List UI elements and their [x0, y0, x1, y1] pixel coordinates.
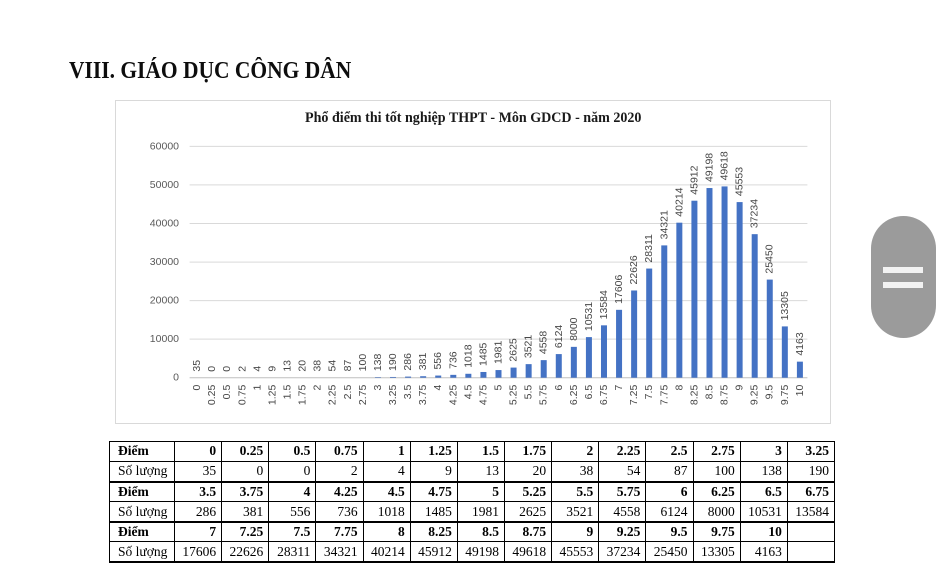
svg-text:0.75: 0.75: [236, 384, 248, 405]
svg-text:381: 381: [417, 352, 429, 370]
svg-text:0: 0: [173, 371, 179, 383]
svg-text:100: 100: [356, 353, 368, 371]
svg-text:49198: 49198: [703, 152, 715, 181]
svg-text:13305: 13305: [778, 291, 790, 320]
svg-text:5.5: 5.5: [522, 384, 534, 399]
svg-text:54: 54: [326, 359, 338, 371]
svg-text:3.5: 3.5: [402, 384, 414, 399]
svg-text:7: 7: [613, 384, 625, 390]
svg-text:8: 8: [673, 384, 685, 390]
svg-text:49618: 49618: [718, 151, 730, 180]
svg-text:6: 6: [552, 384, 564, 390]
svg-text:2.5: 2.5: [341, 384, 353, 399]
svg-text:1: 1: [251, 384, 263, 390]
svg-text:1981: 1981: [492, 340, 504, 364]
svg-text:7.5: 7.5: [643, 384, 655, 399]
svg-text:6.5: 6.5: [582, 384, 594, 399]
svg-text:0.5: 0.5: [221, 384, 233, 399]
svg-text:45553: 45553: [733, 166, 745, 195]
svg-text:3521: 3521: [522, 334, 534, 358]
svg-text:5.25: 5.25: [507, 384, 519, 405]
svg-text:8.25: 8.25: [688, 384, 700, 405]
svg-text:9.25: 9.25: [748, 384, 760, 405]
svg-text:10: 10: [793, 384, 805, 396]
svg-text:0: 0: [206, 365, 218, 371]
svg-text:4163: 4163: [793, 332, 805, 356]
svg-text:2.75: 2.75: [356, 384, 368, 405]
svg-text:4.5: 4.5: [462, 384, 474, 399]
svg-text:2: 2: [236, 365, 248, 371]
svg-text:13584: 13584: [597, 289, 609, 318]
svg-text:8.5: 8.5: [703, 384, 715, 399]
svg-text:50000: 50000: [149, 178, 178, 190]
svg-text:9: 9: [733, 384, 745, 390]
svg-text:20000: 20000: [149, 294, 178, 306]
svg-text:3.75: 3.75: [417, 384, 429, 405]
svg-text:6.25: 6.25: [567, 384, 579, 405]
svg-text:37234: 37234: [748, 198, 760, 227]
svg-text:3.25: 3.25: [387, 384, 399, 405]
svg-text:30000: 30000: [149, 256, 178, 268]
svg-text:1.25: 1.25: [266, 384, 278, 405]
svg-text:4558: 4558: [537, 330, 549, 354]
svg-text:5: 5: [492, 384, 504, 390]
svg-text:28311: 28311: [643, 233, 655, 262]
svg-text:2625: 2625: [507, 338, 519, 362]
svg-text:38: 38: [311, 359, 323, 371]
svg-text:9.5: 9.5: [763, 384, 775, 399]
svg-text:13: 13: [281, 359, 293, 371]
svg-text:40214: 40214: [673, 187, 685, 216]
svg-text:1485: 1485: [477, 342, 489, 366]
svg-text:6.75: 6.75: [597, 384, 609, 405]
svg-text:190: 190: [387, 353, 399, 371]
svg-text:7.75: 7.75: [658, 384, 670, 405]
svg-text:5.75: 5.75: [537, 384, 549, 405]
svg-text:60000: 60000: [149, 140, 178, 152]
svg-text:4: 4: [432, 384, 444, 390]
svg-text:1.5: 1.5: [281, 384, 293, 399]
svg-text:34321: 34321: [658, 210, 670, 239]
svg-text:2.25: 2.25: [326, 384, 338, 405]
svg-text:0: 0: [221, 365, 233, 371]
svg-text:9.75: 9.75: [778, 384, 790, 405]
svg-text:4: 4: [251, 365, 263, 371]
svg-text:8000: 8000: [567, 317, 579, 341]
svg-text:7.25: 7.25: [628, 384, 640, 405]
svg-text:736: 736: [447, 351, 459, 369]
svg-text:35: 35: [191, 359, 203, 371]
svg-text:10531: 10531: [582, 301, 594, 330]
svg-text:1.75: 1.75: [296, 384, 308, 405]
svg-text:4.75: 4.75: [477, 384, 489, 405]
svg-text:4.25: 4.25: [447, 384, 459, 405]
svg-text:2: 2: [311, 384, 323, 390]
svg-text:87: 87: [341, 359, 353, 371]
svg-text:45912: 45912: [688, 165, 700, 194]
svg-text:40000: 40000: [149, 217, 178, 229]
svg-text:8.75: 8.75: [718, 384, 730, 405]
svg-text:138: 138: [371, 353, 383, 371]
svg-text:6124: 6124: [552, 324, 564, 348]
svg-text:10000: 10000: [149, 333, 178, 345]
svg-text:556: 556: [432, 351, 444, 369]
svg-text:3: 3: [371, 384, 383, 390]
svg-text:9: 9: [266, 365, 278, 371]
svg-text:0.25: 0.25: [206, 384, 218, 405]
svg-text:25450: 25450: [763, 244, 775, 273]
svg-text:22626: 22626: [628, 255, 640, 284]
svg-text:20: 20: [296, 359, 308, 371]
svg-text:0: 0: [191, 384, 203, 390]
svg-text:1018: 1018: [462, 344, 474, 368]
svg-text:286: 286: [402, 352, 414, 370]
svg-text:17606: 17606: [613, 274, 625, 303]
